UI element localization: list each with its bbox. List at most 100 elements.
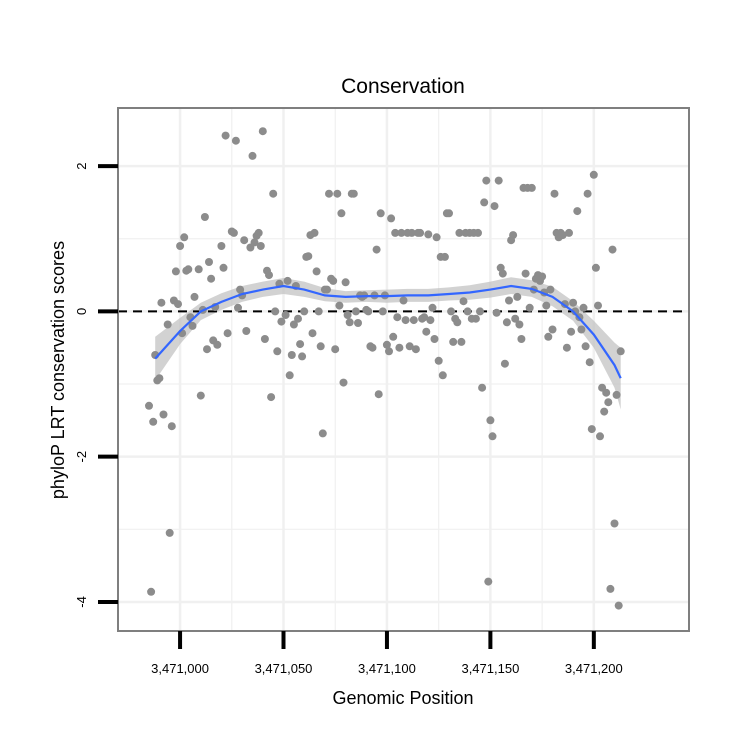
data-point xyxy=(453,318,462,327)
data-point xyxy=(335,301,344,310)
y-tick-label: -4 xyxy=(74,596,89,608)
data-point xyxy=(159,410,168,419)
data-point xyxy=(527,183,536,192)
data-point xyxy=(273,347,282,356)
smooth-line xyxy=(154,284,622,379)
data-point xyxy=(343,311,352,319)
data-point xyxy=(525,303,534,312)
data-point xyxy=(382,340,391,349)
data-point xyxy=(579,303,588,312)
data-point xyxy=(476,307,484,316)
data-point xyxy=(471,314,480,323)
data-point xyxy=(316,342,325,351)
data-point xyxy=(459,297,468,306)
data-point xyxy=(258,127,267,136)
smooth-curve xyxy=(154,284,622,379)
data-point xyxy=(581,342,590,351)
data-point xyxy=(174,300,182,309)
data-point xyxy=(407,228,416,237)
data-point xyxy=(430,335,439,343)
data-point xyxy=(171,267,180,276)
data-point xyxy=(221,131,230,140)
data-point xyxy=(387,214,396,223)
data-point xyxy=(405,342,414,351)
data-point xyxy=(612,390,621,399)
data-point xyxy=(440,252,449,261)
data-point xyxy=(474,228,482,237)
x-tick-label: 3,471,150 xyxy=(461,661,519,676)
data-point xyxy=(331,345,340,354)
data-point xyxy=(260,335,269,343)
data-point xyxy=(163,320,172,329)
x-axis-label: Genomic Position xyxy=(332,688,473,708)
data-point xyxy=(550,189,559,198)
data-point xyxy=(463,307,472,316)
data-point xyxy=(486,416,495,425)
data-point xyxy=(325,189,333,198)
data-point xyxy=(569,298,578,307)
data-point xyxy=(393,313,402,322)
data-point xyxy=(188,321,197,330)
y-axis: -4 -2 0 2 xyxy=(74,162,118,608)
data-point xyxy=(422,327,431,336)
data-point xyxy=(614,601,623,610)
data-point xyxy=(229,228,238,237)
data-point xyxy=(337,209,346,218)
data-point xyxy=(616,347,625,356)
y-tick-label: 0 xyxy=(74,308,89,315)
data-point xyxy=(184,265,193,274)
data-point xyxy=(490,202,499,211)
plot-area xyxy=(117,107,690,632)
data-point xyxy=(271,307,280,316)
data-point xyxy=(167,422,176,431)
data-point xyxy=(329,276,338,285)
data-point xyxy=(149,417,158,426)
data-point xyxy=(606,584,615,593)
data-point xyxy=(596,432,604,441)
data-point xyxy=(447,307,456,316)
data-point xyxy=(196,391,205,400)
data-point xyxy=(207,274,216,283)
data-point xyxy=(424,230,433,239)
data-point xyxy=(411,345,420,354)
data-point xyxy=(231,136,240,145)
data-point xyxy=(449,337,458,346)
data-point xyxy=(349,189,358,198)
data-point xyxy=(544,332,553,341)
data-point xyxy=(213,340,222,349)
plot-background xyxy=(118,108,689,631)
data-point xyxy=(546,285,555,294)
data-point xyxy=(502,318,511,327)
data-point xyxy=(205,258,213,266)
data-point xyxy=(488,432,497,441)
data-point xyxy=(277,317,286,326)
data-point xyxy=(376,209,385,218)
data-point xyxy=(428,303,437,312)
data-point xyxy=(385,347,393,356)
data-point xyxy=(573,207,582,216)
data-point xyxy=(565,228,573,237)
data-point xyxy=(587,425,596,434)
data-point xyxy=(283,276,292,285)
data-point xyxy=(513,292,522,301)
data-point xyxy=(538,272,547,281)
data-point xyxy=(395,343,404,352)
data-point xyxy=(602,388,611,397)
data-point xyxy=(298,352,307,361)
data-point xyxy=(594,301,602,310)
data-point xyxy=(223,329,232,338)
data-point xyxy=(147,587,156,596)
data-point xyxy=(145,401,153,410)
plot-frame xyxy=(117,107,690,632)
data-point xyxy=(416,228,425,237)
data-point xyxy=(304,252,313,261)
data-point xyxy=(521,269,530,278)
data-point xyxy=(234,303,242,312)
data-point xyxy=(480,198,489,207)
data-point xyxy=(420,313,429,322)
data-point xyxy=(318,429,327,438)
data-point xyxy=(571,307,580,316)
data-point xyxy=(604,398,613,407)
data-point xyxy=(498,269,507,278)
